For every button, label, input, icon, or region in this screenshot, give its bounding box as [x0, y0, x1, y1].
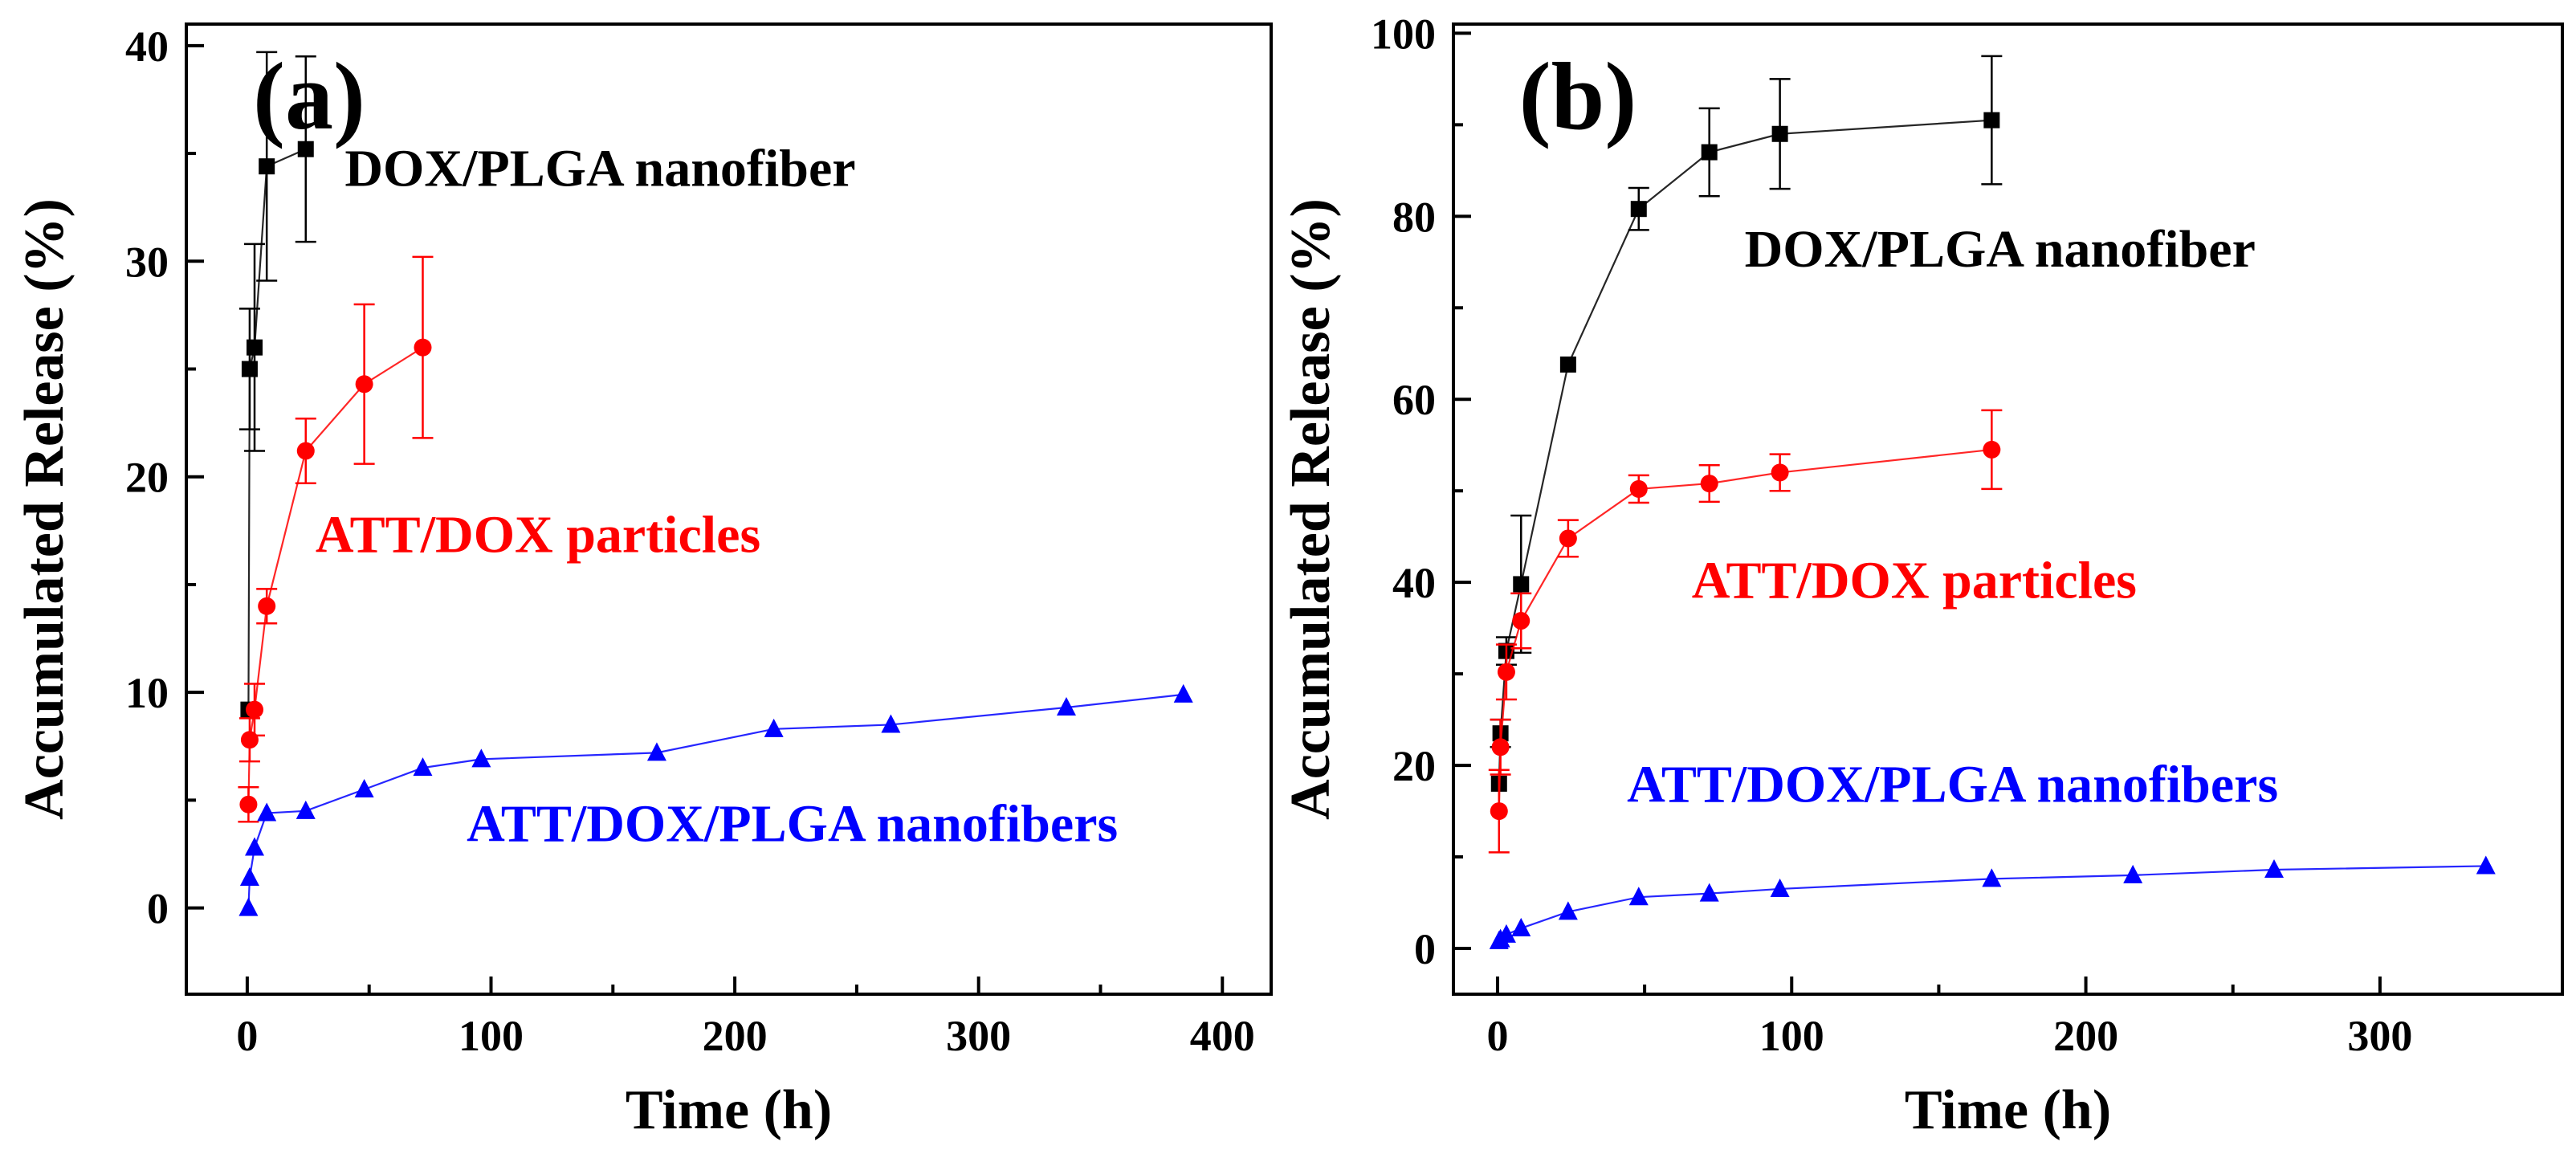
x-tick-label: 400 [1190, 1012, 1255, 1060]
series-triangle: ATT/DOX/PLGA nanofibers [1489, 756, 2496, 949]
data-point-square [247, 339, 263, 356]
data-point-triangle [239, 867, 259, 887]
plot-frame [185, 22, 1273, 996]
panel-b: 0 100 200 300 0 20 40 60 80 100 Time (h) Accumulate… [1280, 10, 2564, 1141]
y-axis-label: Accumulated Release (%) [1280, 198, 1342, 820]
y-tick-label: 0 [147, 885, 169, 933]
data-point-circle [1512, 612, 1531, 630]
y-tick-label: 60 [1392, 376, 1436, 424]
data-point-square [1559, 356, 1576, 373]
data-point-circle [239, 795, 258, 813]
data-point-square [1701, 144, 1718, 161]
series-label: DOX/PLGA nanofiber [1745, 220, 2256, 279]
data-point-triangle [881, 714, 901, 733]
y-tick-label: 10 [125, 669, 169, 717]
data-point-triangle [1496, 924, 1516, 943]
x-tick-label: 300 [2347, 1012, 2412, 1060]
data-point-circle [1983, 440, 2001, 459]
series-label: ATT/DOX particles [1692, 552, 2137, 610]
data-point-circle [1490, 802, 1508, 821]
data-point-triangle [1173, 683, 1193, 703]
data-point-square [1513, 576, 1530, 593]
x-axis-label: Time (h) [626, 1079, 832, 1141]
y-axis-label: Accumulated Release (%) [14, 198, 75, 820]
data-point-triangle [646, 742, 666, 761]
data-point-circle [355, 375, 373, 393]
data-point-triangle [2123, 864, 2143, 883]
x-tick-label: 200 [2053, 1012, 2118, 1060]
x-tick-label: 200 [703, 1012, 768, 1060]
data-point-triangle [471, 748, 491, 768]
data-point-triangle [354, 778, 374, 797]
data-point-triangle [1511, 917, 1531, 936]
y-tick-label: 30 [125, 238, 169, 286]
data-point-square [259, 158, 275, 175]
data-point-circle [258, 597, 276, 615]
data-point-triangle [257, 802, 277, 822]
data-point-circle [1559, 529, 1577, 548]
y-tick-label: 80 [1392, 193, 1436, 241]
y-tick-label: 20 [1392, 742, 1436, 790]
data-point-circle [1629, 479, 1648, 498]
data-point-circle [296, 442, 315, 460]
data-point-triangle [413, 757, 433, 777]
y-tick-label: 40 [1392, 559, 1436, 607]
panel-label: (b) [1519, 43, 1637, 149]
x-axis-label: Time (h) [1905, 1079, 2111, 1141]
data-point-circle [1491, 738, 1510, 756]
series-circle: ATT/DOX particles [238, 255, 760, 823]
data-point-triangle [2264, 859, 2285, 879]
data-point-circle [1771, 463, 1789, 482]
x-tick-label: 0 [1486, 1012, 1508, 1060]
x-tick-label: 100 [459, 1012, 524, 1060]
data-point-triangle [1770, 878, 1790, 897]
plot-frame [1452, 22, 2564, 996]
data-point-triangle [1699, 883, 1719, 902]
data-point-circle [1497, 663, 1515, 681]
series-label: ATT/DOX particles [316, 506, 760, 565]
data-point-square [297, 141, 314, 157]
data-point-triangle [1056, 696, 1076, 716]
data-point-triangle [2476, 855, 2496, 875]
panel-a: 0 100 200 300 400 0 10 20 30 40 Time (h) Accumulate… [14, 22, 1273, 1141]
y-tick-label: 0 [1414, 925, 1436, 973]
series-triangle: ATT/DOX/PLGA nanofibers [238, 683, 1193, 916]
series-label: ATT/DOX/PLGA nanofibers [1627, 756, 2278, 814]
data-point-circle [414, 338, 432, 357]
data-point-circle [240, 731, 259, 749]
data-point-triangle [238, 897, 259, 916]
data-point-triangle [296, 800, 316, 819]
series-label: ATT/DOX/PLGA nanofibers [467, 794, 1118, 853]
data-point-circle [1700, 475, 1718, 493]
data-point-square [1771, 125, 1788, 142]
panel-label: (a) [253, 43, 365, 149]
data-point-square [1983, 112, 2000, 128]
series-circle: ATT/DOX particles [1488, 409, 2137, 854]
y-tick-label: 100 [1371, 10, 1436, 58]
data-point-triangle [245, 837, 265, 856]
series-label: DOX/PLGA nanofiber [344, 139, 855, 198]
series-line [247, 346, 424, 805]
y-tick-label: 20 [125, 454, 169, 502]
data-point-triangle [764, 718, 784, 737]
data-point-square [1630, 201, 1647, 218]
y-tick-label: 40 [125, 22, 169, 71]
data-point-triangle [1558, 901, 1578, 920]
x-tick-label: 100 [1759, 1012, 1824, 1060]
x-tick-label: 0 [236, 1012, 258, 1060]
data-point-triangle [1628, 887, 1649, 906]
series-square: DOX/PLGA nanofiber [238, 51, 856, 718]
data-point-circle [246, 700, 264, 719]
data-point-triangle [1982, 868, 2002, 887]
x-tick-label: 300 [946, 1012, 1011, 1060]
series-square: DOX/PLGA nanofiber [1490, 55, 2256, 792]
